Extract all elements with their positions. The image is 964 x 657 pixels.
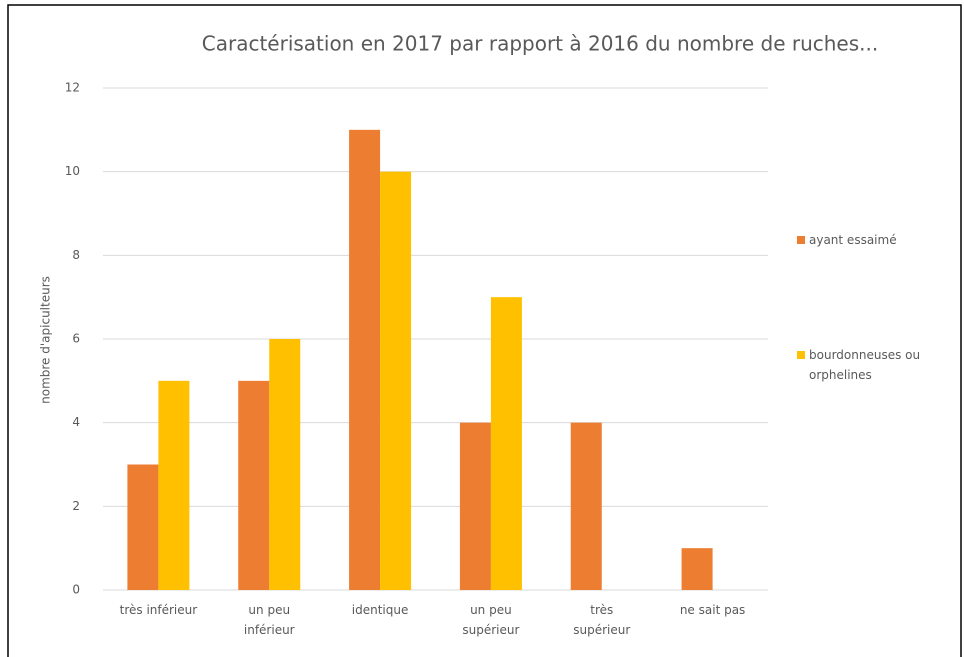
y-tick-label: 10 — [65, 164, 80, 178]
x-tick-label: un peu inférieur — [243, 603, 295, 637]
y-tick-label: 0 — [72, 583, 80, 597]
y-tick-label: 8 — [72, 248, 80, 262]
bar — [681, 548, 713, 590]
legend-swatch — [797, 351, 805, 359]
x-tick-label: ne sait pas — [679, 603, 746, 617]
legend-swatch — [797, 236, 805, 244]
bar — [158, 380, 190, 590]
legend-label: ayant essaimé — [809, 233, 897, 247]
bar — [380, 171, 412, 590]
y-tick-label: 6 — [72, 332, 80, 346]
bar — [238, 380, 270, 590]
bar — [127, 464, 159, 590]
bar — [570, 422, 602, 590]
x-tick-label: très inférieur — [119, 603, 198, 617]
x-tick-label: un peu supérieur — [462, 603, 520, 637]
bar — [349, 129, 381, 591]
x-tick-label: identique — [351, 603, 409, 617]
legend-label: bourdonneuses ou orphelines — [809, 348, 921, 382]
y-tick-label: 4 — [72, 415, 80, 429]
bar — [459, 422, 491, 590]
bar — [490, 297, 522, 590]
x-tick-label: très supérieur — [573, 603, 631, 637]
bar — [269, 339, 301, 590]
y-tick-label: 2 — [72, 499, 80, 513]
y-tick-label: 12 — [65, 81, 80, 95]
y-axis-label: nombre d'apiculteurs — [39, 276, 53, 404]
chart-title: Caractérisation en 2017 par rapport à 20… — [202, 32, 878, 56]
